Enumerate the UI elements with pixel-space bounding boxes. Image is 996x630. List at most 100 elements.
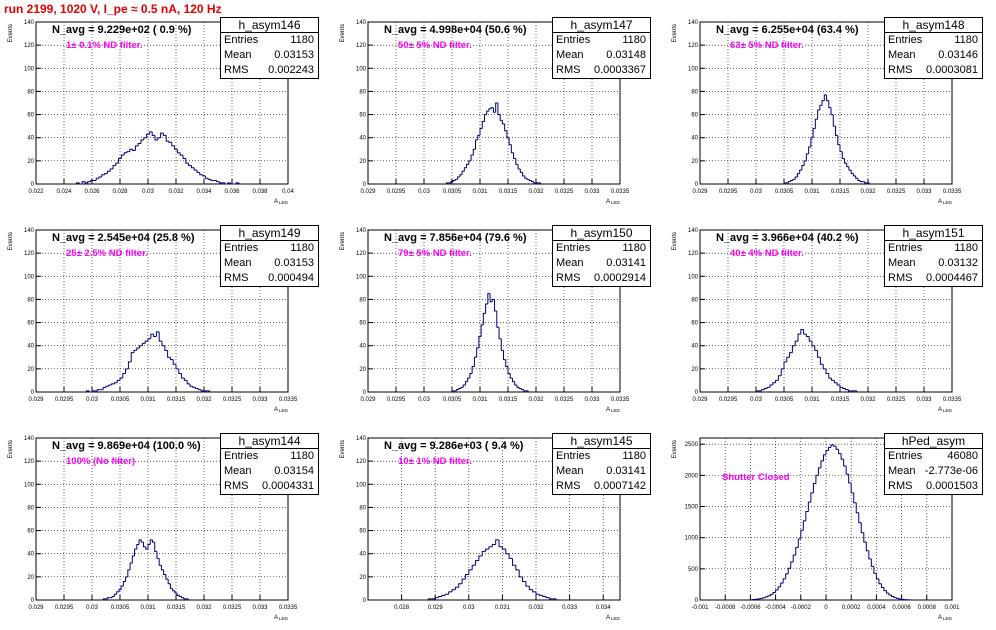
stats-value-rms: 0.0004467 [926,271,978,286]
stats-value-entries: 1180 [622,241,646,256]
histogram-bin [844,159,846,164]
x-tick-label: 0.0305 [775,189,794,195]
histogram-bin [165,346,168,351]
y-tick-label: 0 [363,390,367,396]
histogram-bin [140,346,143,348]
histogram-bin [148,544,150,549]
x-axis-title-subscript: LED [279,616,289,621]
stats-label-mean: Mean [224,256,252,271]
histogram-bin [778,587,781,590]
histogram-bin [851,483,854,493]
x-tick-label: 0.0325 [555,397,574,403]
histogram-bin [808,502,811,511]
y-tick-label: 80 [27,297,34,303]
stats-value-rms: 0.0007142 [594,479,646,494]
x-tick-label: 0.03 [86,397,98,403]
x-tick-label: 0.033 [916,397,932,403]
histogram-bin [114,383,117,384]
stats-label-entries: Entries [888,241,922,256]
histogram-bin [449,592,452,594]
histogram-bin [445,594,448,595]
histogram-bin [462,579,465,584]
y-tick-label: 80 [691,297,698,303]
histogram-bin [148,339,151,341]
histogram-bin [464,168,466,171]
stats-label-rms: RMS [556,479,580,494]
histogram-bin [159,558,161,565]
histogram-bin [124,153,127,155]
x-tick-label: 0.0315 [167,605,186,611]
histogram-bin [483,313,485,325]
histogram-bin [184,378,187,380]
x-tick-label: 0.033 [916,189,932,195]
y-tick-label: 100 [356,482,367,488]
histogram-bin [172,142,175,145]
histogram-bin [820,105,822,110]
x-tick-label: 0.031 [495,605,511,611]
histogram-bin [96,178,99,180]
x-axis-title-subscript: LED [611,616,621,621]
x-tick-label: 0.0295 [387,397,406,403]
histogram-bin [98,390,101,391]
x-tick-label: 0 [824,605,828,611]
histogram-bin [463,385,465,387]
histogram-bin [505,124,507,131]
histogram-bin [460,175,462,177]
histogram-bin [465,382,467,385]
histogram-bin [768,596,771,597]
histogram-bin [170,584,172,589]
histogram-bin [127,152,130,153]
histogram-bin [182,373,185,378]
y-tick-label: 40 [691,136,698,142]
x-tick-label: 0.032 [860,397,876,403]
histogram-bin [796,548,799,555]
y-tick-label: 0 [695,182,699,188]
y-tick-label: 60 [359,113,366,119]
histogram-bin [452,590,455,592]
histogram-bin [117,380,120,382]
histogram-bin [843,387,846,388]
x-tick-label: 0.031 [140,605,156,611]
stats-label-entries: Entries [224,449,258,464]
y-tick-label: 500 [688,567,699,573]
filter-label: 79± 5% ND filter. [398,248,472,259]
histogram-bin [128,570,130,577]
y-tick-label: 140 [356,436,367,442]
stats-label-mean: Mean [888,464,916,479]
histogram-bin [469,161,471,164]
histogram-bin [818,350,821,357]
histogram-bin [846,466,849,474]
histogram-bin [470,373,472,378]
y-tick-label: 120 [356,251,367,257]
x-tick-label: 0.031 [804,397,820,403]
histogram-bin [108,598,110,599]
histogram-bin [439,597,442,598]
histogram-bin [821,461,824,468]
x-tick-label: 0.0004 [867,605,886,611]
histogram-bin [114,594,116,596]
y-axis-title: Events [8,440,14,458]
histogram-series [756,330,857,392]
histogram-bin [853,174,855,176]
histogram-bin [219,182,222,183]
x-tick-label: 0.028 [394,605,410,611]
histogram-bin [189,163,192,165]
histogram-bin [135,549,137,556]
x-axis-title: A [274,615,278,621]
y-tick-label: 100 [688,274,699,280]
x-tick-label: 0.0315 [831,189,850,195]
histogram-bin [456,390,458,391]
histogram-bin [791,181,793,182]
x-tick-label: 0.029 [360,397,376,403]
y-tick-label: 40 [359,552,366,558]
histogram-bin [123,581,125,586]
histogram-bin [816,475,819,483]
histogram-bin [790,353,793,358]
